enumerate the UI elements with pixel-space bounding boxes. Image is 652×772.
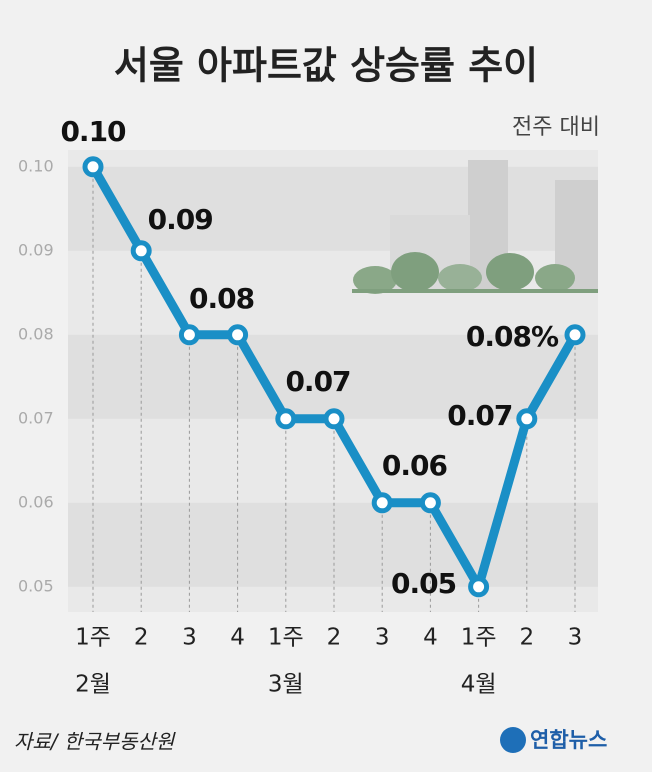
data-label: 0.07 [285, 365, 350, 398]
y-tick-label: 0.06 [18, 492, 54, 511]
data-label: 0.09 [148, 203, 213, 236]
data-label: 0.05 [391, 567, 456, 600]
logo-icon [500, 727, 526, 753]
data-label: 0.08 [189, 282, 254, 315]
x-tick-label: 1주 [268, 625, 304, 651]
tree [438, 264, 482, 292]
marker [468, 576, 490, 598]
illustration [352, 160, 598, 294]
x-tick-label: 2 [519, 625, 534, 651]
data-label: 0.07 [447, 399, 512, 432]
tree [486, 253, 534, 291]
y-tick-label: 0.10 [18, 156, 54, 175]
month-label: 3월 [268, 672, 304, 698]
tree [535, 264, 575, 292]
x-tick-label: 3 [568, 625, 583, 651]
month-label: 2월 [75, 672, 111, 698]
y-tick-label: 0.07 [18, 408, 54, 427]
x-tick-label: 3 [375, 625, 390, 651]
marker [275, 408, 297, 430]
x-tick-label: 1주 [75, 625, 111, 651]
source: 자료/ 한국부동산원 [14, 730, 176, 754]
marker [419, 492, 441, 514]
marker [82, 156, 104, 178]
month-label: 4월 [461, 672, 497, 698]
x-tick-label: 2 [327, 625, 342, 651]
data-label: 0.06 [382, 449, 447, 482]
marker [564, 324, 586, 346]
data-label: 0.10 [60, 115, 126, 148]
marker [130, 240, 152, 262]
x-tick-label: 2 [134, 625, 149, 651]
grid-band [68, 502, 598, 587]
grid-band [68, 334, 598, 419]
chart-subtitle: 전주 대비 [512, 115, 600, 140]
tree [353, 266, 397, 294]
y-tick-label: 0.08 [18, 324, 54, 343]
marker [516, 408, 538, 430]
y-tick-label: 0.09 [18, 240, 54, 259]
x-tick-label: 4 [230, 625, 245, 651]
tree [391, 252, 439, 292]
data-label: 0.08% [466, 320, 559, 353]
x-tick-label: 3 [182, 625, 197, 651]
marker [227, 324, 249, 346]
x-tick-label: 4 [423, 625, 438, 651]
y-tick-label: 0.05 [18, 576, 54, 595]
logo: 연합뉴스 [530, 728, 607, 752]
marker [371, 492, 393, 514]
grid-band [68, 166, 598, 251]
marker [178, 324, 200, 346]
marker [323, 408, 345, 430]
ground [352, 289, 598, 293]
chart-title: 서울 아파트값 상승률 추이 [114, 44, 538, 88]
x-tick-label: 1주 [461, 625, 497, 651]
